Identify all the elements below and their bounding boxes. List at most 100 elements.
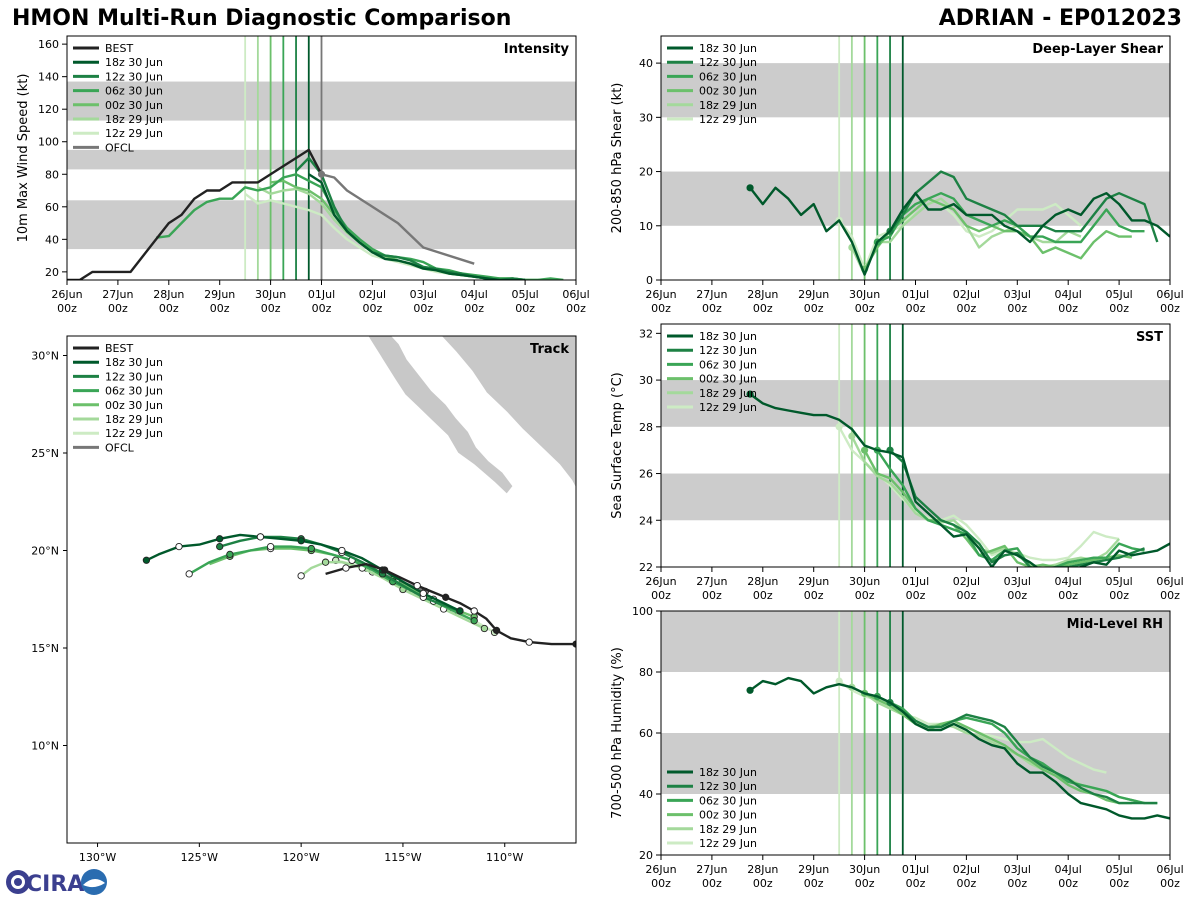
panel-track: 130°W 125°W 120°W 115°W 110°W 10°N 15°N 20°N 25°… — [31, 335, 577, 864]
y-tick-label: 0 — [646, 274, 653, 287]
series-line-best — [67, 148, 323, 280]
x-tick-label-date: 03Jul — [1004, 575, 1031, 588]
x-tick-label-hour: 00z — [363, 302, 383, 315]
x-tick-label-hour: 00z — [1109, 589, 1129, 602]
x-tick-label-date: 02Jul — [359, 288, 386, 301]
y-tick-label: 28 — [639, 421, 653, 434]
x-tick-label-date: 06Jul — [562, 288, 589, 301]
legend-label-06z-30-jun: 06z 30 Jun — [699, 70, 757, 83]
y-axis-label: 10m Max Wind Speed (kt) — [16, 74, 31, 243]
series-line-06z-30-jun — [155, 173, 564, 280]
x-tick-label-hour: 00z — [804, 589, 824, 602]
x-tick-label-date: 29Jun — [798, 863, 829, 876]
x-tick-label-date: 28Jun — [747, 863, 778, 876]
x-tick-label-date: 04Jul — [461, 288, 488, 301]
y-tick-label: 120 — [38, 103, 59, 116]
x-tick-label-hour: 00z — [651, 302, 671, 315]
panel-title: Track — [530, 342, 569, 357]
track-point — [297, 537, 305, 545]
series-line-12z-30-jun — [889, 701, 1158, 805]
init-marker-12z-29-jun — [835, 423, 843, 431]
x-tick-label-hour: 00z — [1007, 589, 1027, 602]
track-point — [380, 566, 389, 574]
init-marker-12z-29-jun — [835, 677, 843, 685]
legend-label-12z-29-jun: 12z 29 Jun — [699, 837, 757, 850]
x-tick-label-date: 02Jul — [953, 288, 980, 301]
legend-label-18z-29-jun: 18z 29 Jun — [699, 823, 757, 836]
legend-label-18z-30-jun: 18z 30 Jun — [699, 330, 757, 343]
x-tick-label-hour: 00z — [1160, 877, 1180, 890]
x-tick-label-hour: 00z — [753, 302, 773, 315]
x-tick-label-date: 27Jun — [696, 863, 727, 876]
ofcl-start-marker — [317, 170, 326, 178]
y-tick-label: 140 — [38, 71, 59, 84]
legend-label-00z-30-jun: 00z 30 Jun — [699, 809, 757, 822]
x-tick-label-date: 06Jul — [1156, 575, 1183, 588]
legend-label-06z-30-jun: 06z 30 Jun — [699, 794, 757, 807]
track-point — [342, 564, 350, 572]
x-tick-label-date: 04Jul — [1055, 863, 1082, 876]
shaded-band — [661, 171, 1170, 226]
x-tick-label-hour: 00z — [651, 589, 671, 602]
x-tick-label-date: 30Jun — [255, 288, 286, 301]
track-point — [419, 589, 427, 598]
x-tick-label-date: 05Jul — [1105, 288, 1132, 301]
x-tick-label-hour: 00z — [1007, 877, 1027, 890]
x-tick-label-date: 30Jun — [849, 288, 880, 301]
mainland-mexico — [440, 336, 576, 489]
track-point — [321, 558, 330, 566]
x-tick-label-date: 03Jul — [1004, 863, 1031, 876]
series-line-18z-29-jun — [850, 435, 1120, 567]
x-tick-label-hour: 00z — [753, 589, 773, 602]
x-tick-label-hour: 00z — [464, 302, 484, 315]
init-marker-00z-30-jun — [861, 446, 869, 454]
init-marker-18z-30-jun — [746, 686, 754, 694]
track-point — [226, 550, 234, 559]
x-tick-label-hour: 00z — [210, 302, 230, 315]
x-tick-label-date: 29Jun — [798, 288, 829, 301]
x-tick-label-date: 27Jun — [696, 288, 727, 301]
series-line-best — [325, 562, 576, 646]
legend-label-12z-30-jun: 12z 30 Jun — [699, 344, 757, 357]
x-tick-label-date: 26Jun — [51, 288, 82, 301]
legend-label-12z-29-jun: 12z 29 Jun — [699, 401, 757, 414]
x-tick-label-hour: 00z — [1058, 877, 1078, 890]
track-point — [525, 638, 533, 646]
x-tick-label-date: 28Jun — [747, 575, 778, 588]
series-line-12z-30-jun — [889, 170, 1159, 243]
x-tick-label: 115°W — [384, 851, 421, 864]
track-point — [266, 542, 275, 551]
x-tick-label-hour: 00z — [159, 302, 179, 315]
track-point — [175, 542, 183, 551]
x-tick-label-date: 05Jul — [1105, 575, 1132, 588]
shaded-band — [661, 733, 1170, 794]
legend-label-06z-30-jun: 06z 30 Jun — [699, 358, 757, 371]
track-point — [492, 626, 501, 635]
x-tick-label-date: 26Jun — [645, 863, 676, 876]
x-tick-label-hour: 00z — [906, 302, 926, 315]
y-tick-label: 10 — [639, 220, 653, 233]
panel-title: Deep-Layer Shear — [1032, 42, 1163, 57]
track-point — [470, 617, 478, 625]
x-tick-label: 120°W — [282, 851, 319, 864]
x-tick-label-date: 03Jul — [410, 288, 437, 301]
y-tick-label: 20 — [45, 266, 59, 279]
x-tick-label-hour: 00z — [1160, 589, 1180, 602]
y-tick-label: 160 — [38, 38, 59, 51]
y-tick-label: 10°N — [31, 740, 59, 753]
panel-title: Mid-Level RH — [1067, 617, 1163, 632]
x-tick-label-hour: 00z — [702, 302, 722, 315]
panel-shear: 01020304026Jun00z27Jun00z28Jun00z29Jun00… — [610, 35, 1184, 315]
axes-frame-track — [66, 335, 577, 844]
legend-label-12z-30-jun: 12z 30 Jun — [699, 56, 757, 69]
track-point — [185, 570, 193, 578]
x-tick-label-date: 01Jul — [902, 288, 929, 301]
y-tick-label: 24 — [639, 514, 653, 527]
x-tick-label-date: 30Jun — [849, 575, 880, 588]
init-marker-18z-30-jun — [746, 390, 754, 398]
y-tick-label: 30 — [639, 374, 653, 387]
x-tick-label-date: 02Jul — [953, 863, 980, 876]
legend-label-18z-29-jun: 18z 29 Jun — [699, 99, 757, 112]
